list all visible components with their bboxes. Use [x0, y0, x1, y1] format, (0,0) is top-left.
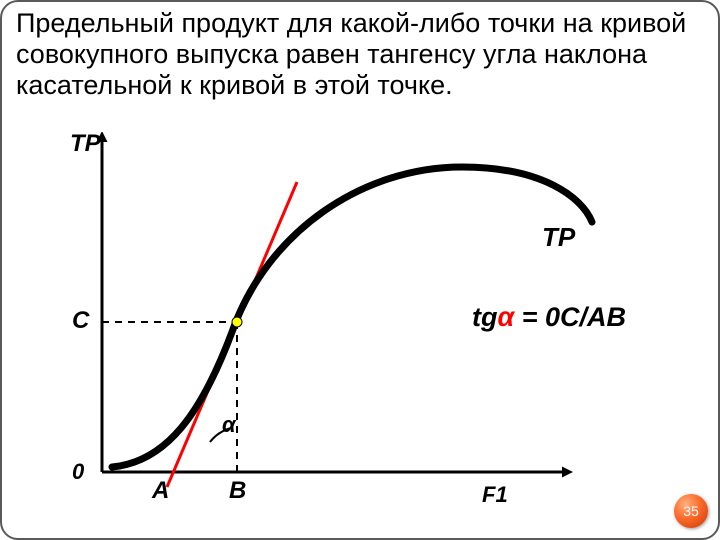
page-number-badge: 35 — [674, 494, 708, 528]
page-number: 35 — [683, 503, 699, 519]
curve-label-tp: TP — [542, 222, 575, 253]
formula-alpha: α — [497, 302, 514, 332]
alpha-label: α — [222, 412, 236, 438]
formula-prefix: tg — [472, 302, 497, 332]
formula: tgα = 0C/AB — [472, 302, 626, 333]
point-a-label: A — [152, 477, 169, 505]
formula-rest: = 0C/AB — [514, 302, 626, 332]
x-axis-label: F1 — [482, 482, 508, 508]
slide-frame: Предельный продукт для какой-либо точки … — [0, 0, 720, 540]
point-c-label: C — [72, 307, 89, 335]
title-text: Предельный продукт для какой-либо точки … — [16, 8, 686, 100]
origin-label: 0 — [72, 459, 84, 485]
point-b-label: B — [229, 477, 246, 505]
chart-area: TP TP tgα = 0C/AB C α 0 A B F1 — [32, 132, 692, 502]
y-axis-label: TP — [70, 130, 101, 158]
slide-title: Предельный продукт для какой-либо точки … — [16, 8, 704, 101]
